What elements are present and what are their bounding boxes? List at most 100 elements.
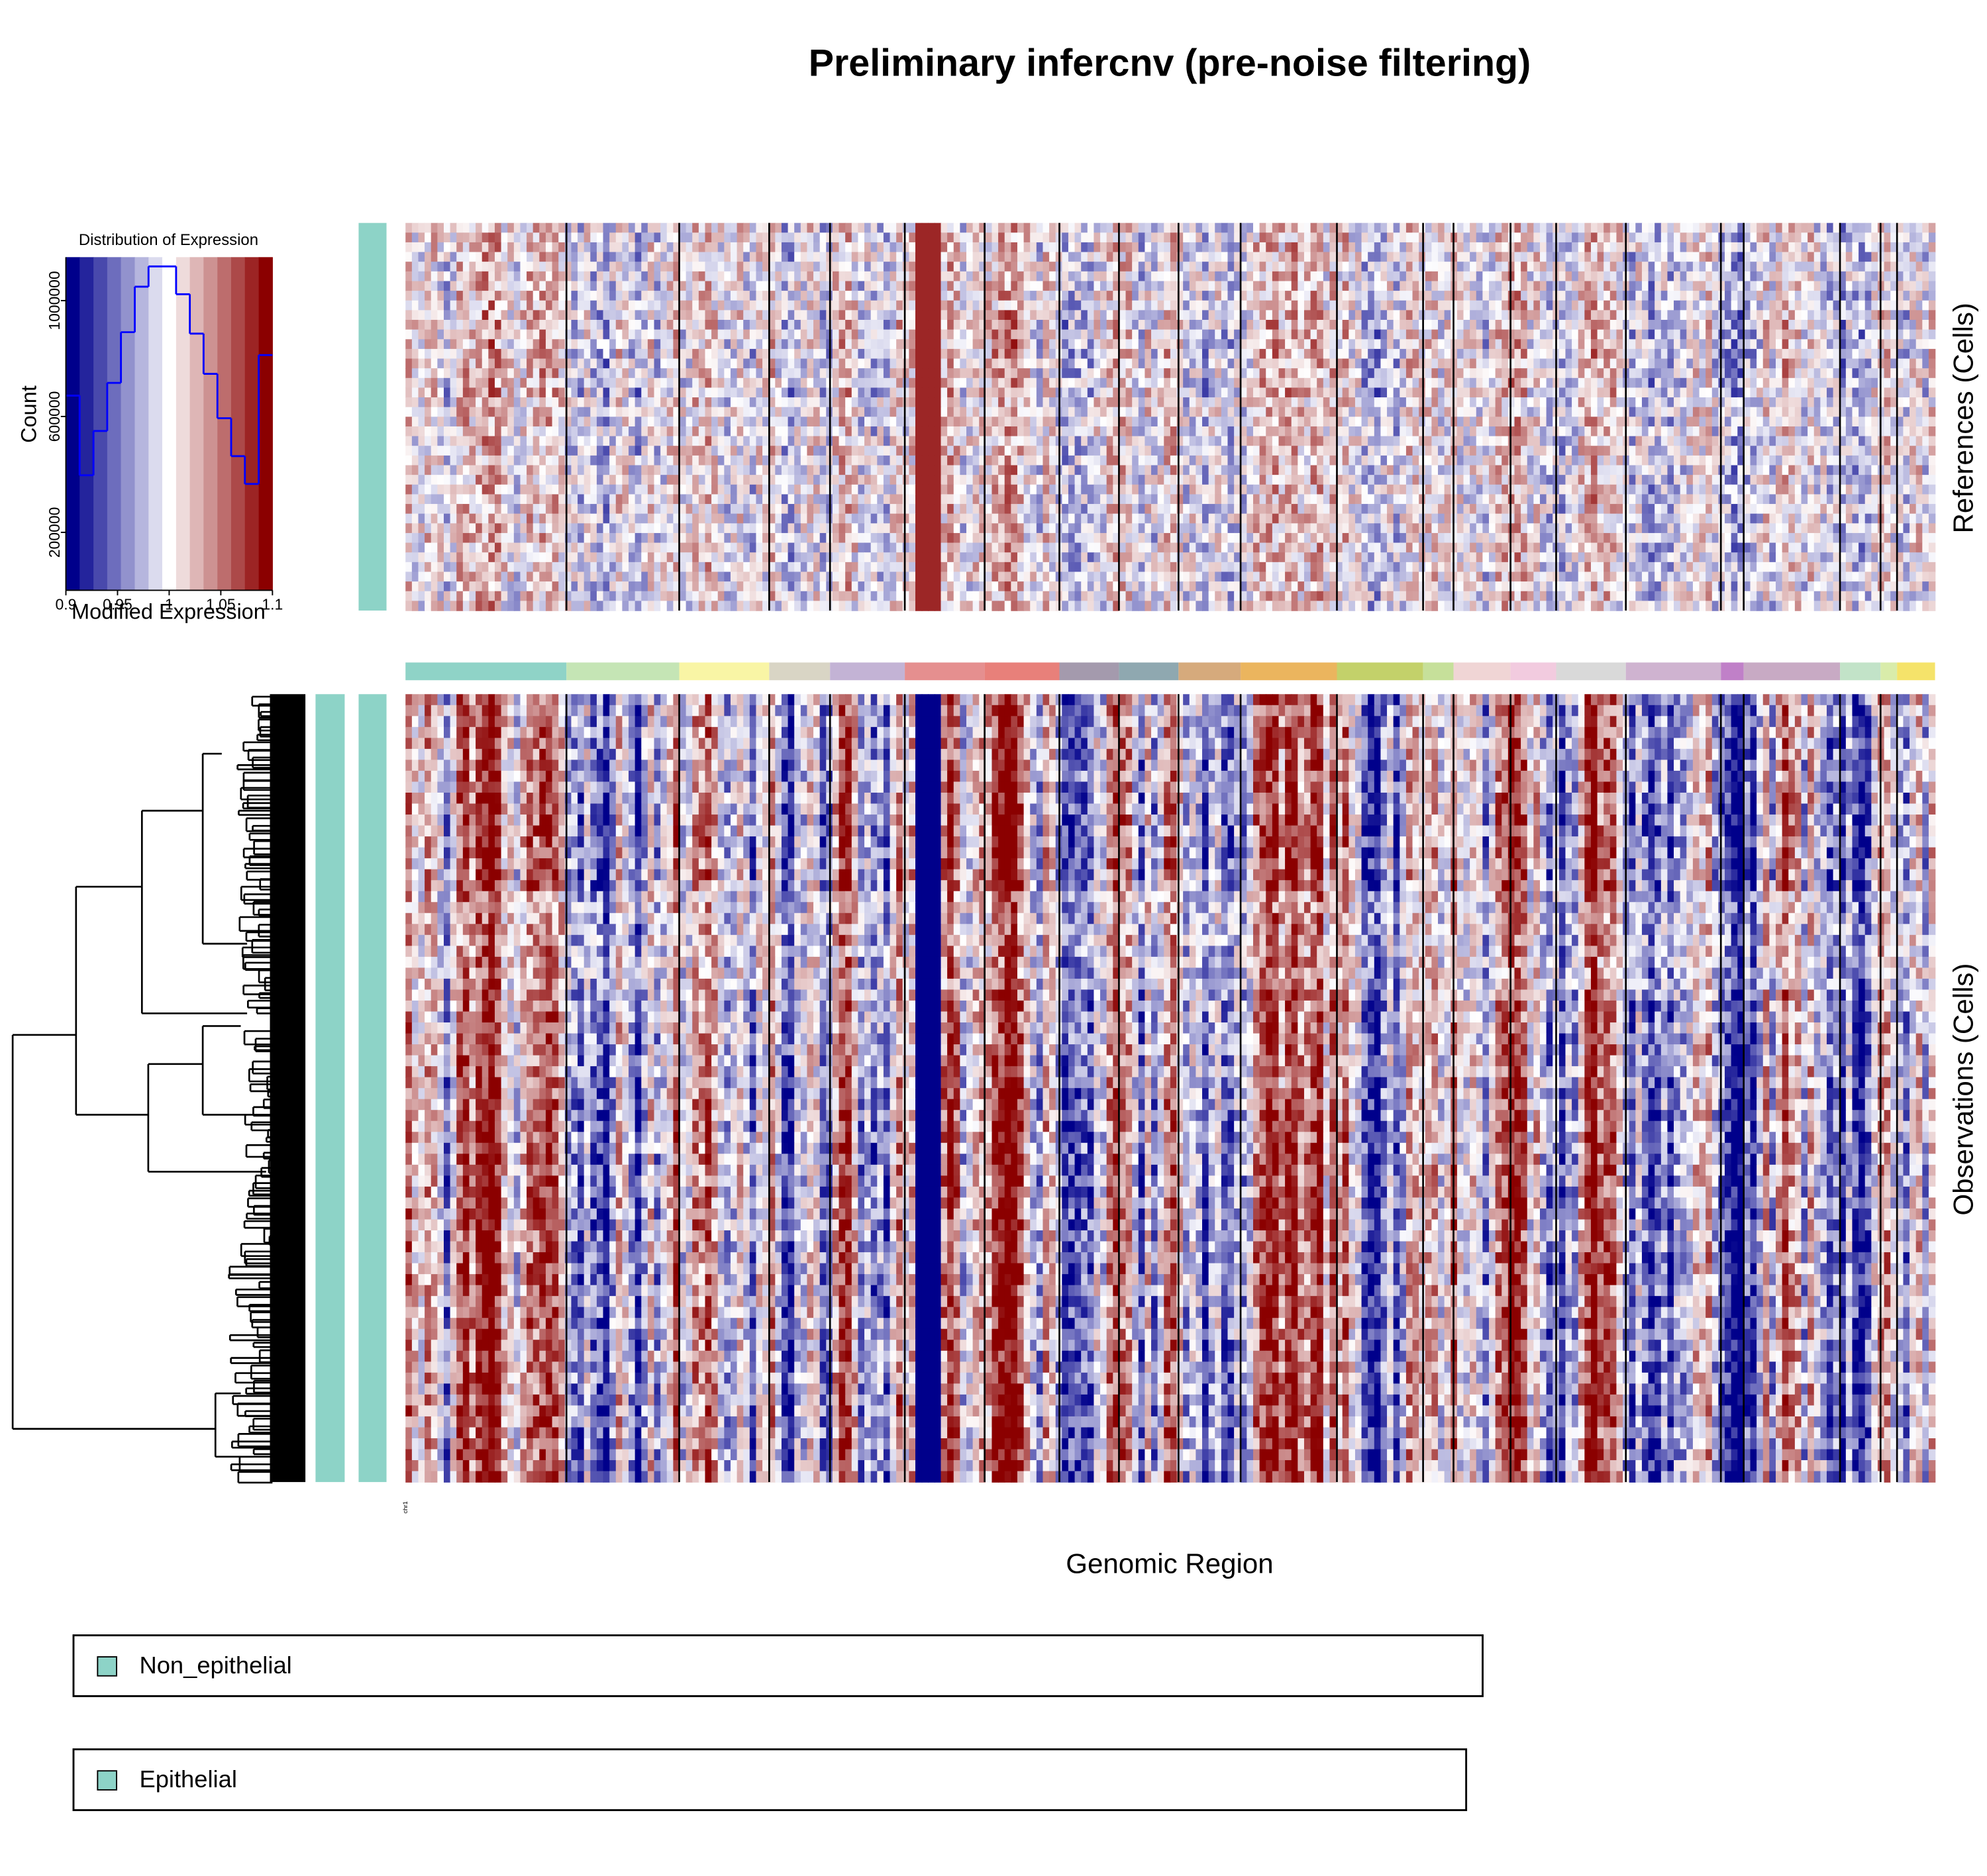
heatmap-cell (1202, 252, 1209, 262)
heatmap-cell (1445, 378, 1451, 388)
heatmap-cell (743, 359, 750, 369)
heatmap-cell (1343, 232, 1349, 242)
heatmap-cell (1139, 291, 1145, 301)
heatmap-cell (864, 291, 871, 301)
heatmap-cell (1801, 272, 1808, 281)
heatmap-cell (1190, 223, 1196, 233)
heatmap-cell (1253, 387, 1260, 397)
heatmap-cell (903, 301, 909, 311)
heatmap-cell (731, 368, 737, 378)
heatmap-cell (1852, 301, 1859, 311)
heatmap-cell (724, 330, 731, 340)
heatmap-cell (788, 291, 795, 301)
heatmap-cell (1584, 339, 1591, 349)
heatmap-cell (1859, 387, 1865, 397)
heatmap-cell (973, 301, 980, 311)
heatmap-cell (590, 368, 597, 378)
heatmap-cell (1763, 252, 1770, 262)
heatmap-cell (1769, 320, 1776, 330)
heatmap-cell (833, 242, 839, 252)
heatmap-cell (1655, 349, 1661, 359)
heatmap-cell (412, 387, 419, 397)
heatmap-cell (1380, 320, 1387, 330)
heatmap-cell (1903, 349, 1910, 359)
heatmap-cell (813, 397, 820, 407)
heatmap-cell (762, 310, 769, 320)
heatmap-cell (667, 291, 674, 301)
heatmap-cell (622, 262, 629, 272)
heatmap-cell (877, 349, 884, 359)
heatmap-cell (1572, 242, 1578, 252)
heatmap-cell (1655, 310, 1661, 320)
heatmap-cell (1655, 252, 1661, 262)
heatmap-cell (813, 301, 820, 311)
heatmap-cell (1221, 262, 1228, 272)
heatmap-cell (960, 252, 966, 262)
heatmap-cell (1859, 291, 1865, 301)
heatmap-cell (616, 368, 623, 378)
heatmap-cell (1674, 252, 1680, 262)
heatmap-cell (1406, 330, 1413, 340)
heatmap-cell (1413, 349, 1419, 359)
heatmap-cell (1221, 330, 1228, 340)
heatmap-cell (1317, 368, 1323, 378)
heatmap-cell (1744, 291, 1751, 301)
heatmap-cell (590, 310, 597, 320)
heatmap-cell (1068, 339, 1075, 349)
heatmap-cell (1247, 378, 1253, 388)
heatmap-cell (750, 368, 756, 378)
heatmap-cell (648, 359, 654, 369)
heatmap-cell (431, 387, 438, 397)
heatmap-cell (635, 252, 642, 262)
heatmap-cell (1139, 359, 1145, 369)
heatmap-cell (1100, 407, 1107, 417)
heatmap-cell (1852, 368, 1859, 378)
heatmap-cell (533, 232, 540, 242)
heatmap-cell (520, 262, 527, 272)
heatmap-cell (533, 301, 540, 311)
heatmap-cell (1820, 330, 1827, 340)
heatmap-cell (488, 223, 495, 233)
heatmap-cell (584, 310, 591, 320)
heatmap-cell (635, 387, 642, 397)
heatmap-cell (1253, 262, 1260, 272)
heatmap-cell (1642, 397, 1649, 407)
heatmap-cell (775, 330, 782, 340)
heatmap-cell (590, 349, 597, 359)
heatmap-cell (1559, 407, 1566, 417)
heatmap-cell (1043, 232, 1049, 242)
heatmap-cell (686, 320, 693, 330)
heatmap-cell (1661, 252, 1668, 262)
heatmap-cell (915, 232, 922, 242)
heatmap-cell (1616, 349, 1623, 359)
heatmap-cell (1151, 320, 1158, 330)
heatmap-cell (1852, 232, 1859, 242)
heatmap-cell (960, 330, 966, 340)
heatmap-cell (558, 330, 565, 340)
heatmap-cell (437, 252, 444, 262)
heatmap-cell (1572, 291, 1578, 301)
heatmap-cell (1100, 320, 1107, 330)
heatmap-cell (520, 232, 527, 242)
heatmap-cell (501, 417, 508, 426)
heatmap-cell (1508, 281, 1515, 291)
heatmap-cell (1202, 397, 1209, 407)
heatmap-cell (1457, 272, 1464, 281)
heatmap-cell (1298, 291, 1304, 301)
heatmap-cell (1661, 359, 1668, 369)
heatmap-cell (775, 378, 782, 388)
heatmap-cell (431, 407, 438, 417)
heatmap-cell (463, 359, 470, 369)
heatmap-cell (1788, 387, 1795, 397)
heatmap-cell (1272, 387, 1279, 397)
heatmap-cell (737, 417, 744, 426)
heatmap-cell (1081, 262, 1088, 272)
heatmap-cell (692, 349, 699, 359)
heatmap-cell (1037, 272, 1043, 281)
heatmap-cell (1649, 291, 1655, 301)
heatmap-cell (495, 310, 501, 320)
heatmap-cell (699, 417, 705, 426)
heatmap-cell (1776, 359, 1782, 369)
heatmap-cell (833, 330, 839, 340)
heatmap-cell (456, 252, 463, 262)
